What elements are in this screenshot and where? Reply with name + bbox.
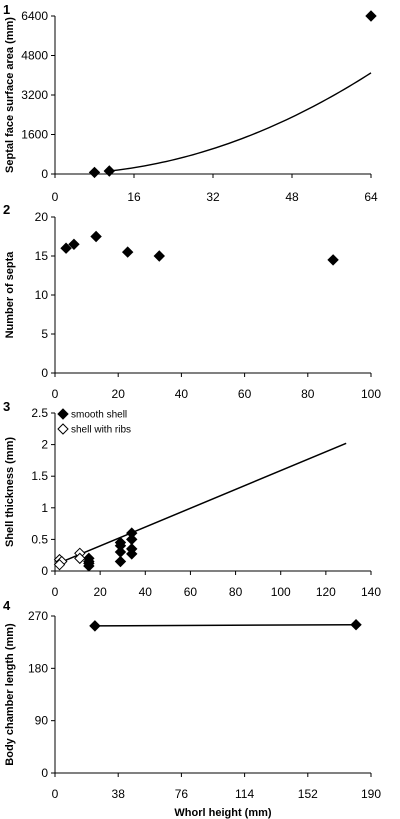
panel-number: 4	[3, 598, 11, 613]
y-tick-label: 3200	[21, 88, 48, 102]
trend-line	[54, 442, 347, 566]
x-tick-label: 60	[184, 585, 198, 599]
y-tick-label: 20	[35, 210, 49, 224]
panel-number: 2	[3, 202, 10, 217]
y-tick-label: 180	[28, 661, 48, 675]
data-point-filled	[83, 557, 95, 570]
data-point-filled	[126, 533, 138, 546]
legend-label: smooth shell	[71, 410, 127, 421]
chart-panel-4: 4 0 90 180 270 0 38 76 114 152 190 Body chamber len…	[3, 598, 381, 819]
x-tick-label: 32	[206, 190, 220, 204]
y-tick-label: 270	[28, 609, 48, 623]
chart-panel-1: 1 0 1600 3200 4800 6400 0 16 32 48 64 Septal face s…	[3, 2, 378, 204]
x-tick-label: 80	[229, 585, 243, 599]
data-point-filled	[327, 254, 339, 266]
data-point-filled	[153, 250, 165, 262]
panel-number: 3	[3, 399, 10, 414]
x-tick-label: 190	[361, 787, 381, 801]
x-tick-label: 20	[112, 387, 126, 401]
series-line	[94, 623, 357, 627]
x-tick-label: 76	[175, 787, 189, 801]
data-point-filled	[60, 242, 72, 254]
y-tick-label: 6400	[21, 9, 48, 23]
x-tick-label: 20	[93, 585, 107, 599]
x-tick-label: 100	[361, 387, 381, 401]
data-point-filled	[365, 10, 377, 22]
x-tick-label: 100	[271, 585, 291, 599]
y-tick-label: 1600	[21, 128, 48, 142]
x-tick-label: 120	[316, 585, 336, 599]
data-point-filled	[350, 619, 362, 631]
x-tick-label: 40	[139, 585, 153, 599]
x-tick-label: 0	[52, 787, 59, 801]
y-axis-label: Septal face surface area (mm)	[4, 17, 16, 173]
x-tick-label: 0	[52, 190, 59, 204]
legend-marker	[57, 408, 69, 420]
data-point-filled	[114, 555, 127, 568]
x-tick-label: 48	[285, 190, 299, 204]
y-tick-label: 0.5	[31, 532, 48, 546]
data-point-filled	[121, 246, 134, 258]
y-tick-label: 1.5	[31, 469, 48, 483]
data-point-filled	[88, 166, 101, 179]
x-tick-label: 0	[52, 585, 59, 599]
data-point-filled	[90, 230, 102, 243]
legend-marker	[57, 423, 69, 435]
fit-curve	[104, 72, 372, 173]
x-tick-label: 114	[235, 787, 254, 801]
y-tick-label: 5	[41, 327, 48, 341]
chart-panel-3: 3 0 0.5 1 1.5 2 2.5 0 20 40 60 80 100 120 140 Shell thi…	[3, 399, 381, 599]
y-tick-label: 0	[41, 766, 48, 780]
data-point-filled	[68, 238, 80, 251]
y-axis-label: Body chamber length (mm)	[4, 623, 16, 766]
data-point-open	[74, 552, 86, 565]
x-tick-label: 38	[112, 787, 126, 801]
x-tick-label: 64	[364, 190, 378, 204]
legend-label: shell with ribs	[71, 425, 131, 436]
y-tick-label: 2	[41, 438, 48, 452]
y-tick-label: 10	[35, 288, 49, 302]
x-tick-label: 152	[298, 787, 318, 801]
x-axis-label: Whorl height (mm)	[174, 807, 271, 819]
x-tick-label: 40	[175, 387, 189, 401]
y-tick-label: 90	[35, 714, 49, 728]
y-tick-label: 15	[35, 249, 49, 263]
panel-number: 1	[3, 2, 10, 17]
x-tick-label: 0	[52, 387, 59, 401]
y-tick-label: 0	[41, 366, 48, 380]
data-point-filled	[126, 548, 138, 560]
data-point-filled	[103, 165, 116, 177]
y-tick-label: 2.5	[31, 406, 48, 420]
y-tick-label: 1	[41, 501, 48, 515]
x-tick-label: 140	[361, 585, 381, 599]
x-tick-label: 80	[301, 387, 315, 401]
x-tick-label: 16	[127, 190, 141, 204]
data-point-filled	[114, 546, 127, 558]
x-tick-label: 60	[238, 387, 252, 401]
y-tick-label: 4800	[21, 49, 48, 63]
y-axis-label: Number of septa	[4, 251, 16, 339]
y-axis-label: Shell thickness (mm)	[4, 437, 16, 547]
y-tick-label: 0	[41, 564, 48, 578]
data-point-open	[53, 558, 66, 571]
y-tick-label: 0	[41, 167, 48, 181]
data-point-filled	[89, 620, 101, 632]
